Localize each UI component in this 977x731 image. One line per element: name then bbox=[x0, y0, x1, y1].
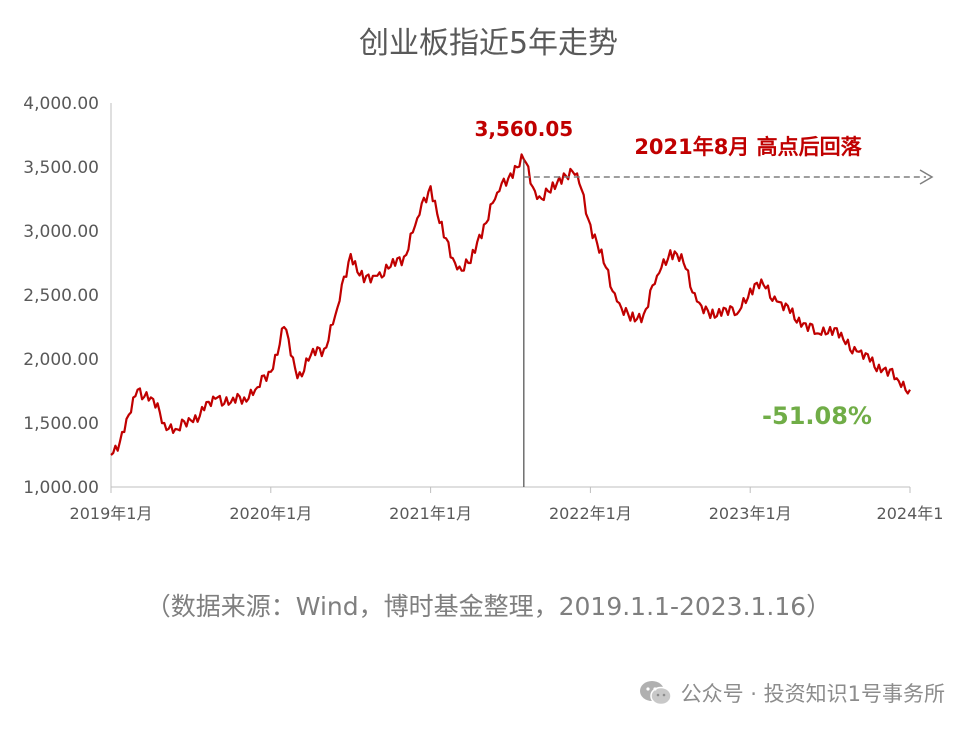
wechat-icon bbox=[639, 679, 673, 707]
series-layer bbox=[110, 153, 911, 456]
x-tick-label: 2021年1月 bbox=[389, 504, 472, 523]
change-percent-label: -51.08% bbox=[762, 402, 872, 430]
y-tick-label: 1,000.00 bbox=[23, 478, 99, 498]
chart-axes bbox=[110, 103, 911, 493]
x-tick-label: 2024年1 bbox=[877, 504, 944, 523]
y-tick-label: 3,000.00 bbox=[23, 222, 99, 242]
x-tick-label: 2023年1月 bbox=[709, 504, 792, 523]
annotation-layer: 3,560.05 2021年8月 高点后回落 -51.08% bbox=[474, 117, 934, 487]
y-tick-label: 4,000.00 bbox=[23, 94, 99, 114]
data-source-note: （数据来源：Wind，博时基金整理，2019.1.1-2023.1.16） bbox=[145, 592, 832, 621]
y-tick-label: 2,500.00 bbox=[23, 286, 99, 306]
x-tick-label: 2019年1月 bbox=[70, 504, 153, 523]
x-tick-label: 2022年1月 bbox=[549, 504, 632, 523]
y-tick-label: 2,000.00 bbox=[23, 350, 99, 370]
y-tick-label: 3,500.00 bbox=[23, 158, 99, 178]
watermark-text: 公众号 · 投资知识1号事务所 bbox=[680, 682, 945, 706]
chart-title: 创业板指近5年走势 bbox=[358, 26, 619, 61]
watermark: 公众号 · 投资知识1号事务所 bbox=[639, 678, 945, 708]
peak-value-label: 3,560.05 bbox=[474, 117, 573, 141]
series-line bbox=[110, 153, 911, 456]
decline-annotation: 2021年8月 高点后回落 bbox=[634, 135, 862, 159]
arrow-head bbox=[919, 169, 934, 185]
tick-labels: 4,000.00 3,500.00 3,000.00 2,500.00 2,000.00… bbox=[23, 94, 943, 523]
x-tick-label: 2020年1月 bbox=[229, 504, 312, 523]
y-tick-label: 1,500.00 bbox=[23, 414, 99, 434]
